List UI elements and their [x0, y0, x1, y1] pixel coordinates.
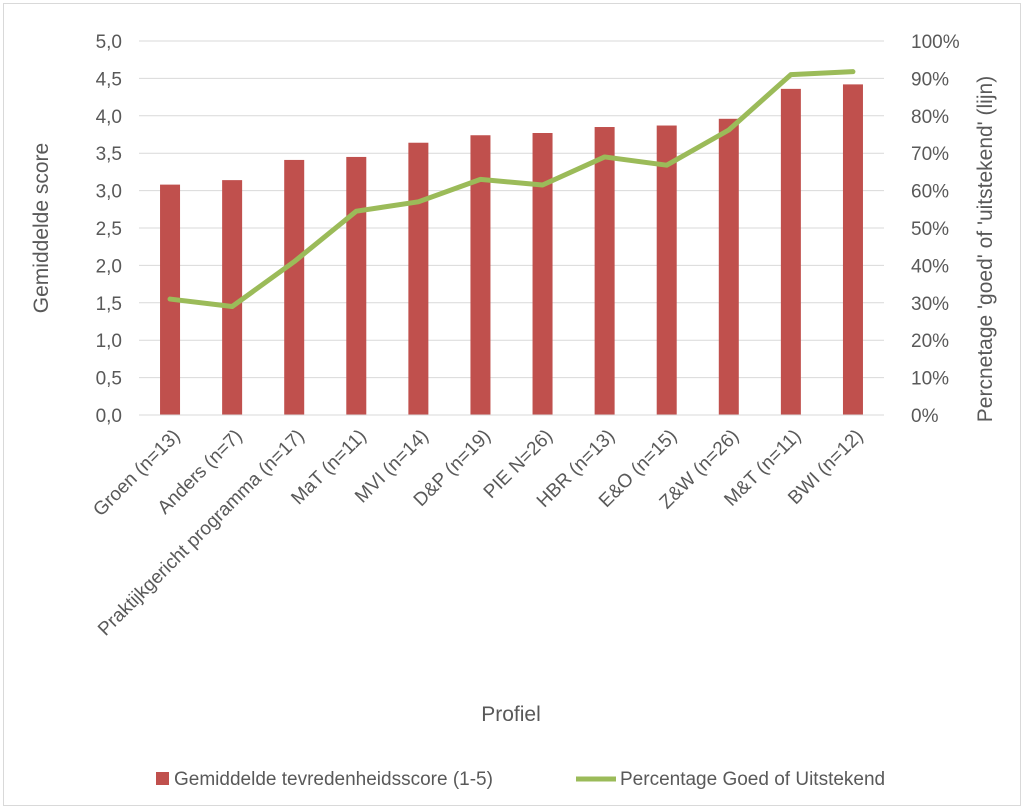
- bar: [470, 135, 491, 416]
- bar: [656, 125, 677, 416]
- y2-axis-title: Percnetage 'goed' of 'uitstekend' (lijn): [974, 76, 997, 422]
- combo-chart: 0,0 0,5 1,0 1,5 2,0 2,5 3,0 3,5 4,0 4,5 5,0 0% 10% 2…: [30, 32, 997, 790]
- y-tick-label: 4,0: [96, 107, 122, 128]
- y2-tick-label: 10%: [911, 369, 949, 390]
- legend-bar-swatch: [156, 772, 169, 785]
- gridlines: [139, 40, 884, 379]
- y2-tick-label: 60%: [911, 182, 949, 203]
- y2-tick-labels: 0% 10% 20% 30% 40% 50% 60% 70% 80% 90% 100%: [911, 32, 960, 427]
- y-tick-label: 3,0: [96, 182, 122, 203]
- y-tick-label: 4,5: [96, 69, 122, 90]
- line-series: [167, 69, 856, 310]
- bar: [842, 84, 863, 415]
- bar: [594, 127, 615, 416]
- y-tick-label: 5,0: [96, 32, 122, 53]
- bar: [408, 142, 429, 415]
- y2-tick-label: 90%: [911, 69, 949, 90]
- bar: [222, 180, 243, 415]
- y-tick-label: 0,5: [96, 369, 122, 390]
- y-axis-title: Gemiddelde score: [30, 143, 53, 313]
- percentage-line: [167, 69, 856, 310]
- bar: [346, 156, 367, 415]
- y2-tick-label: 100%: [911, 32, 960, 53]
- y-tick-label: 1,5: [96, 294, 122, 315]
- legend-bar-label: Gemiddelde tevredenheidsscore (1-5): [174, 769, 493, 790]
- bar-series: [160, 84, 863, 416]
- y-tick-label: 2,5: [96, 219, 122, 240]
- y2-tick-label: 20%: [911, 331, 949, 352]
- chart-frame: 0,0 0,5 1,0 1,5 2,0 2,5 3,0 3,5 4,0 4,5 5,0 0% 10% 2…: [3, 3, 1021, 806]
- y2-tick-label: 80%: [911, 107, 949, 128]
- y2-tick-label: 40%: [911, 256, 949, 277]
- y-tick-labels: 0,0 0,5 1,0 1,5 2,0 2,5 3,0 3,5 4,0 4,5 5,0: [96, 32, 122, 427]
- y2-tick-label: 0%: [911, 406, 939, 427]
- y-tick-label: 3,5: [96, 144, 122, 165]
- x-tick-labels: Groen (n=13)Anders (n=7)Praktijkgericht …: [89, 426, 867, 641]
- y2-tick-label: 50%: [911, 219, 949, 240]
- bar: [718, 118, 739, 416]
- bar: [780, 88, 801, 415]
- legend: Gemiddelde tevredenheidsscore (1-5) Perc…: [156, 769, 885, 790]
- x-axis-title: Profiel: [481, 703, 541, 726]
- legend-line-label: Percentage Goed of Uitstekend: [620, 769, 885, 790]
- y-tick-label: 2,0: [96, 256, 122, 277]
- bar: [284, 159, 305, 415]
- bar: [532, 133, 553, 415]
- y-tick-label: 0,0: [96, 406, 122, 427]
- y-tick-label: 1,0: [96, 331, 122, 352]
- y2-tick-label: 70%: [911, 144, 949, 165]
- y2-tick-label: 30%: [911, 294, 949, 315]
